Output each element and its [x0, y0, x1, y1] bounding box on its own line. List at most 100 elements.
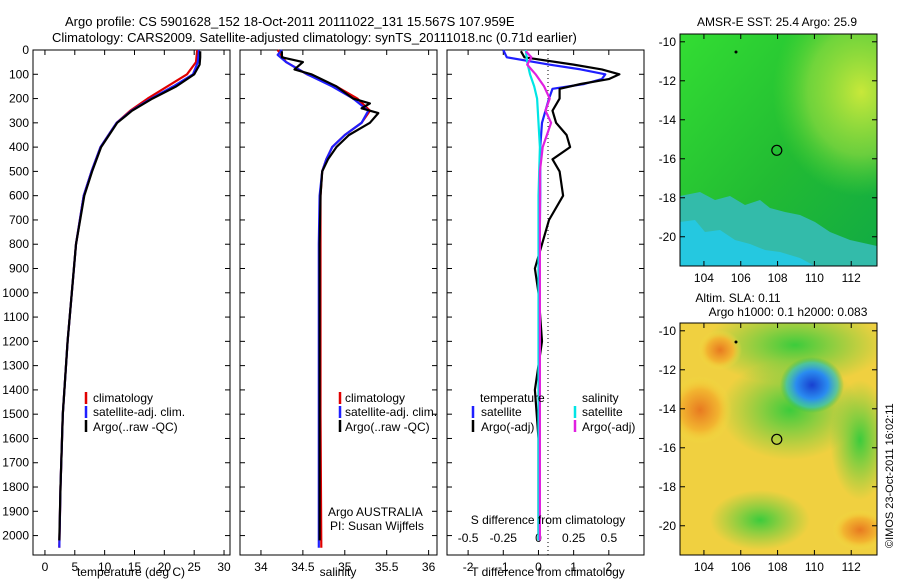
sst-coldest-region [680, 220, 815, 266]
y-tick-label: 1000 [2, 286, 29, 300]
x-tick-label: 34 [254, 560, 268, 574]
series-line-2 [276, 49, 370, 548]
series-line-1 [276, 49, 371, 548]
map-y-tick-label: -10 [659, 324, 677, 338]
title-line-1: Argo profile: CS 5901628_152 18-Oct-2011… [65, 14, 515, 29]
map-y-tick-label: -20 [659, 230, 677, 244]
sla-map: Altim. SLA: 0.11 Argo h1000: 0.1 h2000: … [659, 291, 878, 574]
legend-label-climatology: climatology [93, 391, 153, 405]
salinity-series [276, 49, 380, 548]
y-tick-label: 2000 [2, 529, 29, 543]
x-tick-label: 0 [535, 560, 542, 574]
y-tick-label: 0 [22, 43, 29, 57]
legend-label-argo: Argo(..raw -QC) [93, 420, 178, 434]
y-tick-label: 1300 [2, 359, 29, 373]
sst-map-title: AMSR-E SST: 25.4 Argo: 25.9 [697, 15, 857, 29]
copyright-side-label: ©IMOS 23-Oct-2011 16:02:11 [884, 403, 896, 548]
series-line-3 [58, 51, 202, 541]
y-tick-label: 1200 [2, 334, 29, 348]
x-tick-label: 35 [338, 560, 352, 574]
x-tick-label: 0 [42, 560, 49, 574]
series-line-1 [58, 49, 199, 548]
map-y-tick-label: -12 [659, 74, 677, 88]
x-tick-label: 36 [422, 560, 436, 574]
series-line-3 [524, 49, 542, 541]
salinity-axes: 34 34.5 35 35.5 36 [240, 49, 437, 574]
x-tick-label: 15 [128, 560, 142, 574]
y-tick-label: 900 [9, 262, 29, 276]
sla-green-bottom [710, 490, 810, 550]
legend-label-salinity-satellite: satellite [582, 405, 623, 419]
difference-series [502, 49, 621, 541]
sla-coast-mark [734, 340, 738, 344]
legend-label-argo: Argo(..raw -QC) [345, 420, 430, 434]
y-tick-label: 1500 [2, 407, 29, 421]
y-tick-label: 1100 [3, 310, 29, 324]
title-line-2: Climatology: CARS2009. Satellite-adjuste… [52, 30, 577, 45]
sst-map-frame [679, 33, 878, 267]
y-tick-label: 1800 [2, 480, 29, 494]
legend-label-temperature-satellite: satellite [481, 405, 522, 419]
y-tick-label: 500 [9, 164, 29, 178]
x-tick-label: 10 [98, 560, 112, 574]
s-diff-tick-label: -0.5 [458, 531, 479, 545]
y-tick-label: 700 [9, 213, 29, 227]
y-tick-label: 1900 [2, 504, 29, 518]
sst-field [680, 34, 877, 266]
sst-coast-mark [734, 50, 738, 54]
x-tick-label: -1 [498, 560, 509, 574]
series-line-2 [58, 49, 201, 548]
map-x-tick-label: 110 [805, 271, 824, 285]
s-diff-tick-label: -0.25 [490, 531, 518, 545]
s-diff-tick-label: 0.5 [600, 531, 617, 545]
x-tick-label: 30 [217, 560, 231, 574]
map-y-tick-label: -18 [659, 191, 677, 205]
series-line-1 [502, 49, 607, 541]
x-tick-label: 2 [605, 560, 612, 574]
y-tick-label: 400 [9, 140, 29, 154]
series-line-3 [280, 51, 380, 541]
sla-argo-position-marker [771, 433, 783, 445]
sla-low-eddy [780, 357, 844, 413]
map-x-tick-label: 112 [842, 560, 861, 574]
x-tick-label: 34.5 [291, 560, 315, 574]
legend-label-satellite: satellite-adj. clim. [345, 405, 437, 419]
difference-axes: -2 -1 0 1 2-0.5 -0.25 0 0.25 0.5 [447, 49, 644, 574]
y-tick-label: 1700 [2, 456, 29, 470]
sla-green-right [830, 380, 877, 500]
float-pi-annotation: PI: Susan Wijffels [330, 519, 424, 533]
difference-legend: temperature salinity satellite Argo(-adj… [471, 391, 635, 434]
map-y-tick-label: -16 [659, 441, 677, 455]
y-tick-label: 200 [9, 92, 29, 106]
y-tick-label: 100 [9, 67, 29, 81]
map-y-tick-label: -12 [659, 363, 677, 377]
sst-argo-position-marker [771, 144, 783, 156]
sla-map-axes: 104 106 108 110 112 -10 -12 -14 -16 -18 -20 [659, 323, 877, 574]
sst-map: AMSR-E SST: 25.4 Argo: 25.9 104 106 108 110… [659, 15, 878, 285]
x-tick-label: 25 [188, 560, 202, 574]
map-x-tick-label: 106 [731, 271, 751, 285]
y-tick-label: 600 [9, 189, 29, 203]
series-line-4 [524, 50, 553, 541]
s-diff-tick-label: 0.25 [562, 531, 586, 545]
map-y-tick-label: -10 [659, 35, 677, 49]
temperature-x-label: temperature (deg C) [77, 565, 185, 579]
salinity-plot-frame [239, 49, 438, 556]
x-tick-label: 35.5 [375, 560, 399, 574]
map-x-tick-label: 110 [805, 560, 824, 574]
y-tick-label: 1400 [2, 383, 29, 397]
temperature-panel: 0 5 10 15 20 25 300100200300400500600700800900… [2, 43, 231, 579]
sla-orange-south [832, 510, 877, 550]
difference-top-x-label: S difference from climatology [471, 513, 626, 527]
legend-label-temperature-argo: Argo(-adj) [481, 420, 534, 434]
map-y-tick-label: -14 [659, 402, 677, 416]
sla-map-frame [679, 322, 878, 556]
sla-field [680, 323, 877, 555]
sla-map-title-line-2: Argo h1000: 0.1 h2000: 0.083 [709, 305, 868, 319]
sla-orange-west [680, 376, 732, 444]
sst-map-axes: 104 106 108 110 112 -10 -12 -14 -16 -18 -20 [659, 34, 877, 285]
y-tick-label: 1600 [2, 431, 29, 445]
sla-orange-north [698, 330, 742, 370]
difference-panel: -2 -1 0 1 2-0.5 -0.25 0 0.25 0.5 T difference fr… [446, 49, 645, 579]
